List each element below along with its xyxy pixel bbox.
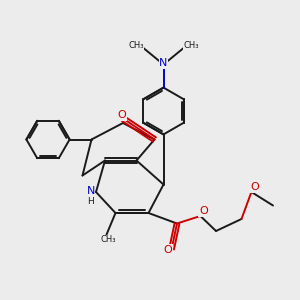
Text: CH₃: CH₃ (183, 41, 199, 50)
Text: O: O (164, 244, 172, 255)
Text: N: N (159, 58, 168, 68)
Text: CH₃: CH₃ (100, 236, 116, 244)
Text: N: N (86, 185, 95, 196)
Text: H: H (87, 197, 94, 206)
Text: O: O (250, 182, 259, 193)
Text: O: O (117, 110, 126, 120)
Text: O: O (199, 206, 208, 217)
Text: CH₃: CH₃ (128, 41, 144, 50)
